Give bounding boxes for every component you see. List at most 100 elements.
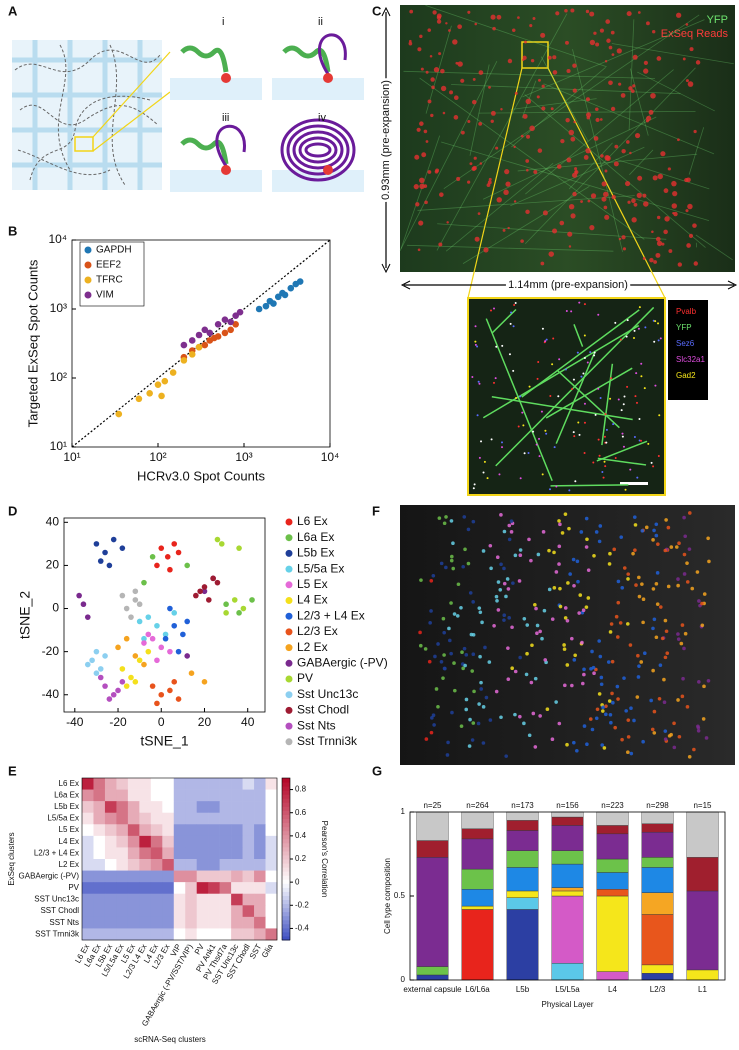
cell-dot bbox=[510, 625, 514, 630]
cell-dot bbox=[541, 84, 545, 88]
heat-cell bbox=[254, 789, 266, 802]
cell-dot bbox=[650, 727, 655, 732]
read-dot bbox=[514, 396, 517, 399]
cell-dot bbox=[442, 653, 446, 657]
read-dot bbox=[614, 457, 617, 460]
fiber bbox=[628, 19, 635, 130]
bar-segment bbox=[641, 811, 674, 824]
cell-dot bbox=[616, 697, 620, 701]
point bbox=[158, 392, 165, 400]
read-dot bbox=[589, 351, 592, 354]
cell-dot bbox=[527, 537, 531, 542]
read-dot bbox=[621, 435, 624, 438]
bar-segment bbox=[551, 816, 584, 826]
cell-dot bbox=[552, 550, 556, 555]
cell-dot bbox=[608, 551, 612, 556]
cell-dot bbox=[643, 201, 649, 207]
bar-segment bbox=[641, 823, 674, 833]
cell-dot bbox=[697, 680, 701, 684]
x-tick-label: -20 bbox=[109, 715, 127, 729]
bar-segment bbox=[461, 889, 494, 907]
cell-dot bbox=[533, 169, 538, 174]
bar-segment bbox=[551, 895, 584, 964]
cell-dot bbox=[677, 734, 682, 739]
cell-dot bbox=[451, 541, 455, 546]
cell-dot bbox=[487, 660, 492, 664]
cell-dot bbox=[655, 236, 661, 242]
x-tick-label: 10¹ bbox=[63, 450, 80, 464]
cell-dot bbox=[633, 202, 638, 207]
colorbar-step bbox=[282, 935, 290, 941]
heat-cell bbox=[173, 893, 186, 906]
x-tick-label: L6/L6a bbox=[465, 985, 490, 994]
heat-cell bbox=[196, 870, 209, 883]
cell-dot bbox=[525, 209, 530, 215]
point bbox=[287, 284, 295, 292]
heat-cell bbox=[127, 905, 140, 918]
point bbox=[162, 635, 169, 642]
cell-dot bbox=[663, 188, 669, 194]
cell-dot bbox=[572, 658, 577, 662]
row-label: L6 Ex bbox=[59, 779, 79, 788]
heat-cell bbox=[208, 789, 220, 802]
heat-cell bbox=[150, 928, 163, 941]
heat-cell bbox=[219, 859, 232, 871]
cell-dot bbox=[607, 699, 612, 703]
heat-cell bbox=[231, 847, 243, 860]
cell-dot bbox=[700, 601, 704, 606]
heat-cell bbox=[219, 847, 232, 860]
legend-label: GABAergic (-PV) bbox=[297, 655, 388, 669]
colorbar-step bbox=[282, 883, 290, 888]
cell-dot bbox=[525, 623, 530, 627]
read-dot bbox=[545, 432, 548, 435]
read-dot bbox=[657, 455, 660, 458]
point bbox=[162, 631, 169, 638]
heat-cell bbox=[254, 835, 266, 848]
cell-dot bbox=[560, 531, 565, 535]
read-dot bbox=[654, 320, 657, 323]
cell-dot bbox=[627, 200, 631, 204]
cell-dot bbox=[572, 191, 577, 197]
cell-dot bbox=[550, 737, 555, 742]
read-dot bbox=[633, 337, 636, 340]
cell-dot bbox=[572, 740, 576, 745]
heat-cell bbox=[162, 893, 175, 906]
read-dot bbox=[572, 431, 575, 434]
cell-dot bbox=[488, 718, 493, 722]
cell-dot bbox=[513, 200, 517, 203]
cell-dot bbox=[504, 754, 508, 758]
cell-dot bbox=[660, 151, 666, 157]
bar-segment bbox=[461, 811, 494, 829]
read-dot bbox=[471, 375, 474, 378]
cell-dot bbox=[663, 548, 668, 553]
bar-segment bbox=[506, 820, 539, 831]
cell-dot bbox=[478, 654, 482, 659]
bar-annotation: n=173 bbox=[511, 801, 534, 810]
cell-dot bbox=[652, 709, 657, 714]
heat-cell bbox=[127, 882, 140, 895]
heat-cell bbox=[231, 812, 243, 825]
cell-dot bbox=[650, 92, 656, 99]
cell-dot bbox=[527, 733, 532, 738]
cell-dot bbox=[414, 154, 420, 160]
heat-cell bbox=[104, 859, 117, 871]
x-axis-label: Physical Layer bbox=[541, 1000, 593, 1009]
cell-dot bbox=[455, 61, 459, 65]
colorbar-step bbox=[282, 911, 290, 917]
cell-dot bbox=[557, 519, 561, 523]
cell-dot bbox=[507, 537, 512, 542]
x-tick-label: L2/3 bbox=[650, 985, 666, 994]
bar-segment bbox=[641, 831, 674, 858]
colorbar-tick-label: 0 bbox=[295, 877, 300, 886]
zoom-line bbox=[547, 67, 666, 299]
point bbox=[123, 683, 130, 689]
read-dot bbox=[638, 417, 641, 420]
cell-dot bbox=[632, 718, 636, 723]
y-tick-label: 10² bbox=[50, 370, 67, 384]
x-tick-label: L5/L5a bbox=[555, 985, 580, 994]
legend-marker bbox=[285, 612, 293, 620]
arrow-head bbox=[381, 6, 391, 274]
cell-dot bbox=[687, 81, 694, 87]
heat-cell bbox=[208, 835, 220, 848]
cell-dot bbox=[424, 200, 428, 205]
